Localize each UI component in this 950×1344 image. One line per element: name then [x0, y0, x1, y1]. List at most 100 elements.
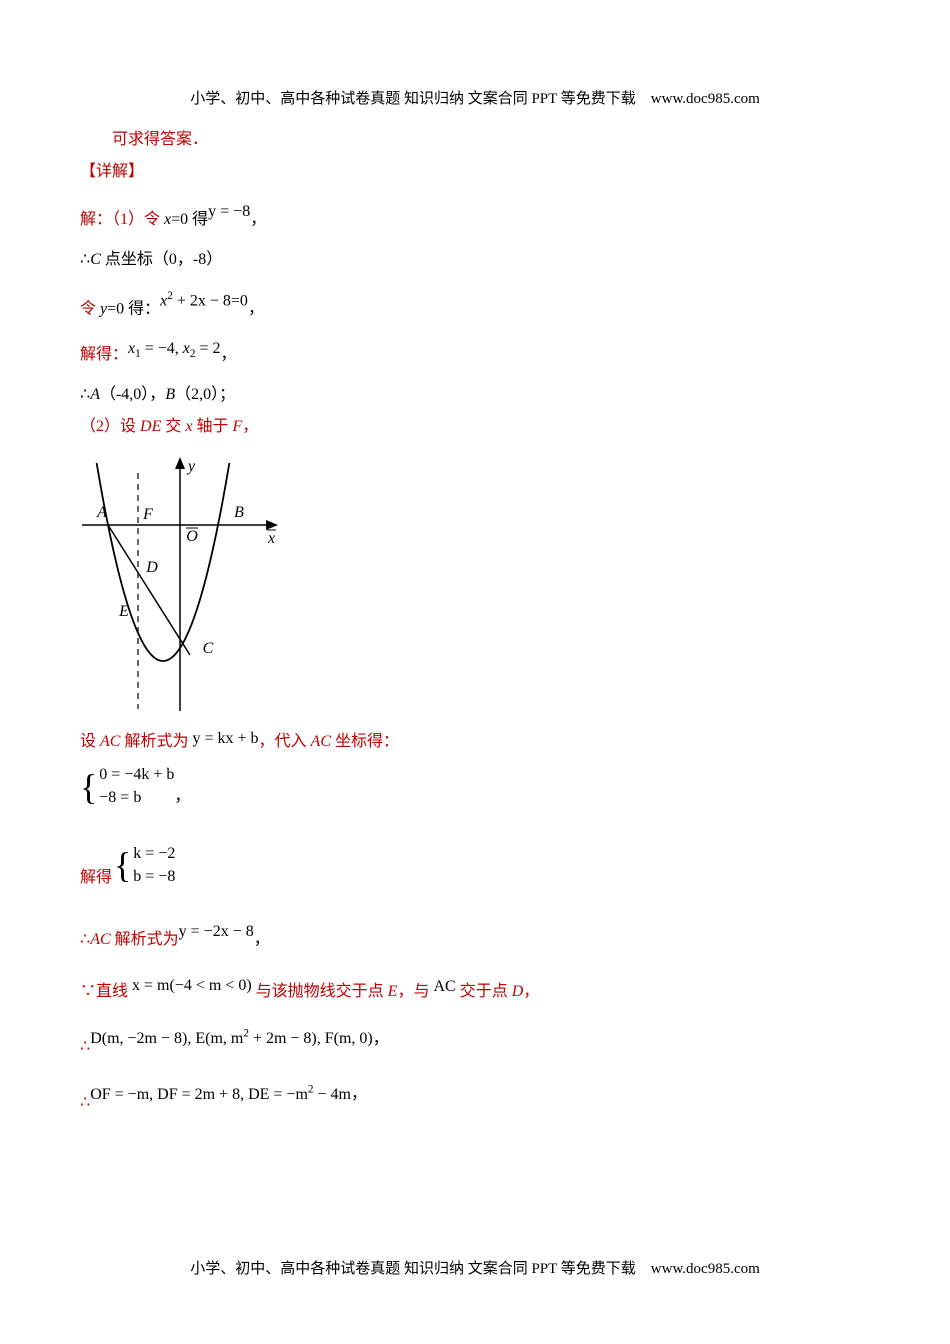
indent [80, 131, 112, 148]
text: 解析式为 [111, 931, 179, 948]
equation: y = kx + b [192, 727, 258, 751]
var-AC: AC [100, 733, 120, 750]
equation: y = −8 [208, 200, 250, 224]
text-line: ∵直线 x = m(−4 < m < 0) 与该抛物线交于点 E，与 AC 交于… [80, 972, 870, 1006]
var-AC: AC [433, 975, 455, 999]
text: 坐标得： [331, 733, 399, 750]
figure-svg: y x A B O F D E C [80, 455, 280, 715]
equation: 0 = −4k + b [99, 764, 174, 786]
text: ， [250, 211, 266, 228]
svg-text:y: y [186, 458, 196, 475]
text: ， [242, 418, 258, 435]
var-A: A [90, 386, 100, 403]
text: ， [221, 346, 237, 363]
svg-text:O: O [186, 528, 198, 545]
left-brace-icon: { [80, 771, 97, 803]
page-content: 可求得答案． 【详解】 解：（1）令 x=0 得y = −8， ∴C 点坐标（0… [80, 126, 870, 1117]
equation-system: { 0 = −4k + b −8 = b ， [80, 760, 870, 813]
text-line: 解得：x1 = −4, x2 = 2， [80, 335, 870, 369]
therefore: ∴ [80, 931, 90, 948]
text: = 2 [195, 340, 220, 357]
text: 解：（1）令 [80, 211, 164, 228]
text: OF = −m, DF = 2m + 8, DE = −m [90, 1086, 308, 1103]
var-x: x [183, 340, 190, 357]
page-footer: 小学、初中、高中各种试卷真题 知识归纳 文案合同 PPT 等免费下载 www.d… [0, 1258, 950, 1281]
text-line: 令 y=0 得：x2 + 2x − 8=0， [80, 286, 870, 323]
text-line: ∴A（-4,0），B（2,0）； [80, 381, 870, 409]
text: 轴于 [192, 418, 232, 435]
text: ，代入 [259, 733, 311, 750]
svg-text:F: F [142, 506, 153, 523]
text: 设 [80, 733, 100, 750]
equation: x2 + 2x − 8=0 [160, 288, 248, 313]
svg-text:x: x [267, 530, 275, 547]
text: （2,0）； [175, 386, 235, 403]
because: ∵直线 [80, 983, 132, 1000]
text-line: 设 AC 解析式为 y = kx + b，代入 AC 坐标得： [80, 725, 870, 756]
text: 解析式为 [120, 733, 192, 750]
therefore: ∴ [80, 1035, 90, 1059]
therefore: ∴ [80, 251, 90, 268]
text: x = m [132, 977, 169, 994]
text: ， [373, 1030, 389, 1047]
text-line: （2）设 DE 交 x 轴于 F， [80, 413, 870, 441]
text-line: 解得 { k = −2 b = −8 [80, 839, 870, 892]
text: 点坐标（0，-8） [101, 251, 222, 268]
text: ， [254, 931, 270, 948]
text: 解得 [80, 866, 112, 890]
var-DE: DE [140, 418, 161, 435]
var-AC: AC [90, 931, 110, 948]
equation: y = −2x − 8 [179, 920, 254, 944]
text-line: ∴AC 解析式为y = −2x − 8， [80, 918, 870, 954]
svg-text:C: C [203, 640, 214, 657]
equation: D(m, −2m − 8), E(m, m2 + 2m − 8), F(m, 0… [90, 1030, 373, 1047]
therefore: ∴ [80, 386, 90, 403]
text-line: 可求得答案． [80, 126, 870, 154]
equation: x1 = −4, x2 = 2 [128, 337, 220, 363]
section-heading: 【详解】 [80, 158, 870, 186]
equation: x = m(−4 < m < 0) [132, 974, 252, 998]
text: + 2m − 8), F(m, 0) [249, 1030, 373, 1047]
var-F: F [232, 418, 242, 435]
svg-text:E: E [118, 603, 129, 620]
parabola-figure: y x A B O F D E C [80, 455, 870, 715]
text: ， [248, 300, 264, 317]
equation: −8 = b [99, 787, 174, 809]
equation: k = −2 [133, 843, 175, 865]
text-line: ∴C 点坐标（0，-8） [80, 246, 870, 274]
var-D: D [512, 983, 524, 1000]
var-E: E [388, 983, 398, 1000]
brace-system: { 0 = −4k + b −8 = b [80, 762, 174, 811]
var-C: C [90, 251, 101, 268]
text: 解得： [80, 346, 128, 363]
text: (−4 < m < 0) [169, 977, 251, 994]
text: − 4m [314, 1086, 351, 1103]
svg-text:D: D [145, 559, 158, 576]
text: 令 [80, 300, 100, 317]
text: （2）设 [80, 418, 140, 435]
svg-text:B: B [234, 504, 244, 521]
brace-system: { k = −2 b = −8 [114, 841, 175, 890]
text: 交 [161, 418, 185, 435]
text: （-4,0）， [100, 386, 165, 403]
text: ， [174, 785, 190, 811]
text: =0 得 [171, 211, 208, 228]
text: D(m, −2m − 8), E(m, m [90, 1030, 243, 1047]
equation: OF = −m, DF = 2m + 8, DE = −m2 − 4m [90, 1086, 351, 1103]
text-line: 解：（1）令 x=0 得y = −8， [80, 198, 870, 234]
text: = −4, [141, 340, 183, 357]
therefore: ∴ [80, 1091, 90, 1115]
equation: b = −8 [133, 866, 175, 888]
var-B: B [165, 386, 175, 403]
left-brace-icon: { [114, 849, 131, 881]
text: ，与 [397, 983, 433, 1000]
text: =0 得： [107, 300, 160, 317]
text: 交于点 [456, 983, 512, 1000]
text-line: ∴OF = −m, DF = 2m + 8, DE = −m2 − 4m， [80, 1079, 870, 1116]
text: 可求得答案． [112, 131, 208, 148]
svg-text:A: A [96, 504, 107, 521]
text: + 2x − 8=0 [173, 292, 248, 309]
text: ， [523, 983, 539, 1000]
text-line: ∴D(m, −2m − 8), E(m, m2 + 2m − 8), F(m, … [80, 1024, 870, 1061]
text: ， [351, 1086, 367, 1103]
